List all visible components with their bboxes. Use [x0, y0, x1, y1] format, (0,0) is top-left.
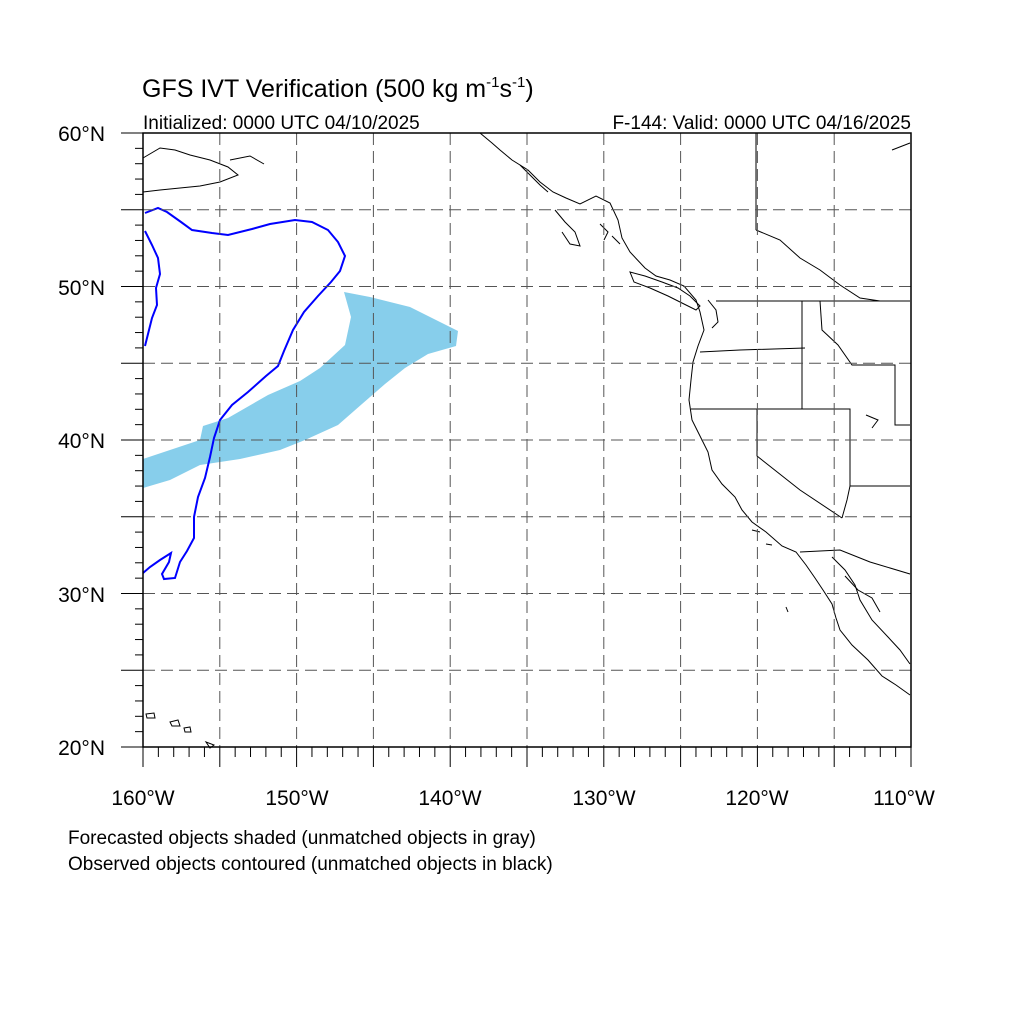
lon-label-140w: 140°W — [418, 787, 481, 810]
lon-labels: 160°W 150°W 140°W 130°W 120°W 110°W — [111, 787, 935, 810]
lon-label-130w: 130°W — [572, 787, 635, 810]
observed-note: Observed objects contoured (unmatched ob… — [68, 854, 553, 875]
init-label: Initialized: 0000 UTC 04/10/2025 — [143, 113, 420, 134]
coastlines — [142, 132, 911, 749]
lon-label-160w: 160°W — [111, 787, 174, 810]
forecast-note: Forecasted objects shaded (unmatched obj… — [68, 828, 536, 849]
map-title: GFS IVT Verification (500 kg m-1s-1) — [142, 74, 534, 103]
lat-labels: 60°N 50°N 40°N 30°N 20°N — [58, 123, 105, 760]
lon-label-150w: 150°W — [265, 787, 328, 810]
valid-label: F-144: Valid: 0000 UTC 04/16/2025 — [612, 113, 911, 134]
axis-ticks — [121, 132, 912, 767]
political-borders — [691, 133, 911, 575]
lat-label-20: 20°N — [58, 737, 105, 760]
lat-label-40: 40°N — [58, 430, 105, 453]
lat-label-30: 30°N — [58, 584, 105, 607]
lon-label-120w: 120°W — [725, 787, 788, 810]
lat-label-50: 50°N — [58, 277, 105, 300]
legend-notes: Forecasted objects shaded (unmatched obj… — [68, 826, 553, 878]
observed-ivt-contour — [142, 206, 347, 581]
lon-label-110w: 110°W — [873, 787, 935, 810]
forecast-ivt-object — [143, 292, 458, 488]
lat-label-60: 60°N — [58, 123, 105, 146]
graticule — [143, 133, 911, 747]
